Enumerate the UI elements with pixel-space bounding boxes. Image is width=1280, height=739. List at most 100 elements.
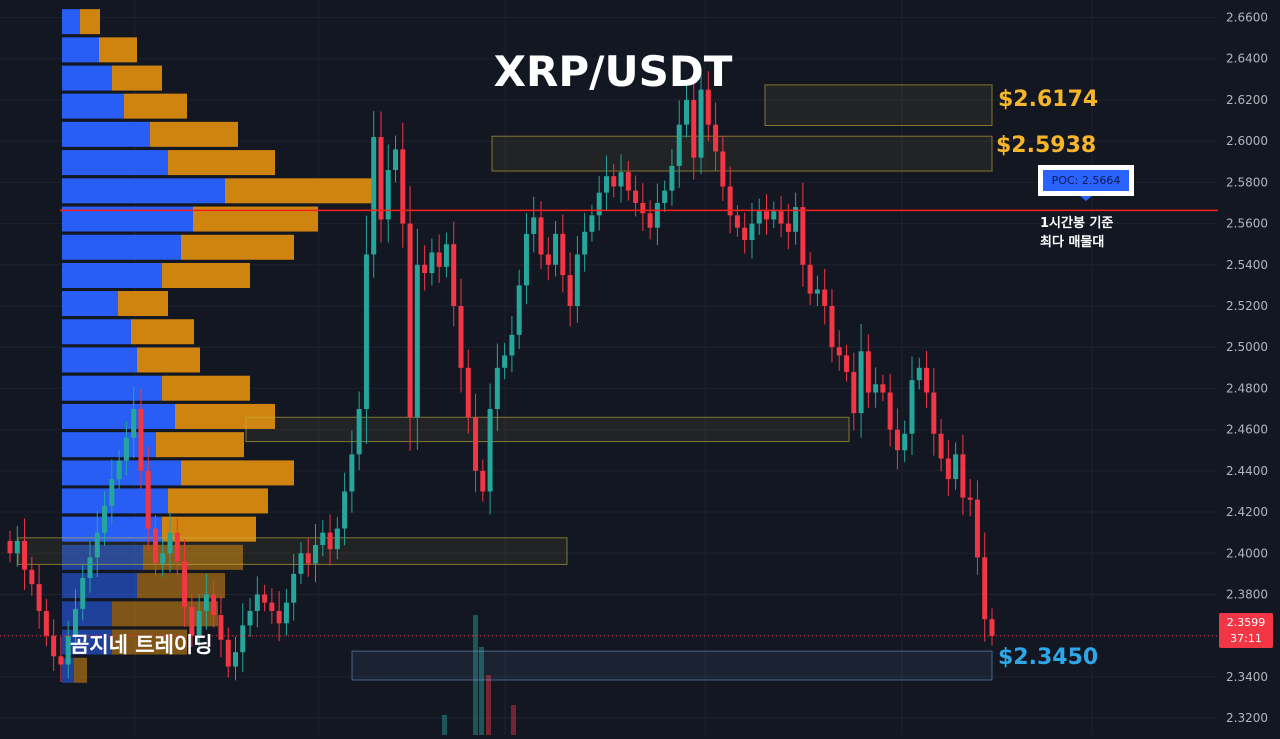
candle-body — [603, 176, 609, 193]
candle-body — [393, 149, 399, 170]
candle-body — [123, 437, 129, 461]
profile-bar-buy — [62, 9, 80, 35]
profile-bar-sell — [181, 460, 294, 486]
candle-body — [764, 211, 770, 220]
candle-body — [647, 213, 653, 228]
y-tick-label: 2.4000 — [1226, 546, 1268, 560]
y-tick-label: 2.6000 — [1226, 134, 1268, 148]
candle-body — [516, 285, 522, 335]
candle-body — [291, 573, 297, 603]
candle-body — [87, 557, 93, 578]
candle-body — [574, 254, 580, 306]
support-zone — [351, 650, 993, 681]
candle-body — [742, 227, 748, 241]
profile-bar-sell — [162, 375, 250, 401]
candle-body — [232, 652, 238, 667]
candle-body — [240, 625, 246, 653]
candle-body — [218, 615, 224, 640]
candle-body — [451, 244, 457, 306]
candle-body — [713, 124, 719, 152]
profile-bar-sell — [181, 234, 294, 260]
candle-body — [414, 264, 420, 418]
candle-body — [138, 409, 144, 471]
candle-body — [196, 610, 202, 636]
candle-body — [65, 635, 71, 665]
candle-body — [342, 491, 348, 529]
candle-body — [553, 233, 559, 265]
candle-body — [436, 252, 442, 267]
y-tick-label: 2.3200 — [1226, 711, 1268, 725]
candle-body — [982, 557, 988, 620]
candle-body — [705, 89, 711, 125]
candle-body — [51, 635, 57, 657]
candle-body — [182, 561, 188, 607]
candle-body — [109, 479, 115, 506]
last-price-countdown: 37:11 — [1230, 632, 1262, 645]
candle-body — [363, 254, 369, 410]
y-tick-label: 2.5800 — [1226, 175, 1268, 189]
candle-body — [785, 223, 791, 232]
y-tick-label: 2.4600 — [1226, 423, 1268, 437]
candle-body — [698, 89, 704, 158]
candle-body — [560, 233, 566, 276]
candle-body — [945, 458, 951, 480]
candle-body — [334, 528, 340, 550]
candle-body — [473, 417, 479, 471]
candle-body — [640, 202, 646, 214]
profile-bar-buy — [62, 601, 112, 627]
resistance-zone — [245, 416, 850, 443]
candle-body — [131, 409, 137, 438]
candle-body — [116, 460, 122, 480]
candle-body — [902, 433, 908, 451]
candle-body — [14, 540, 20, 554]
candle-body — [829, 305, 835, 348]
y-tick-label: 2.3400 — [1226, 670, 1268, 684]
candle-body — [94, 532, 100, 558]
candle-body — [974, 499, 980, 558]
candle-body — [43, 610, 49, 636]
y-tick-label: 2.6200 — [1226, 93, 1268, 107]
candle-body — [262, 594, 268, 603]
candle-body — [320, 532, 326, 546]
candle-body — [145, 470, 151, 529]
price-axis[interactable]: 2.32002.34002.36002.38002.40002.42002.44… — [1226, 11, 1268, 726]
candle-body — [756, 211, 762, 224]
candle-body — [7, 540, 13, 554]
watermark-label: 곰지네 트레이딩 — [70, 633, 213, 657]
profile-bar-sell — [168, 150, 275, 176]
candle-body — [822, 289, 828, 306]
profile-bar-sell — [112, 601, 218, 627]
candle-body — [494, 367, 500, 410]
candle-body — [356, 409, 362, 455]
candle-body — [880, 384, 886, 393]
profile-bar-sell — [156, 432, 244, 458]
profile-bar-sell — [74, 657, 87, 683]
candle-body — [654, 202, 660, 228]
candle-body — [596, 192, 602, 216]
y-tick-label: 2.4400 — [1226, 464, 1268, 478]
candle-body — [582, 231, 588, 255]
y-tick-label: 2.5600 — [1226, 217, 1268, 231]
candle-body — [523, 233, 529, 286]
profile-bar-sell — [112, 629, 187, 655]
candle-body — [633, 190, 639, 203]
candle-body — [771, 211, 777, 220]
last-price-box — [1219, 613, 1273, 648]
candle-body — [276, 610, 282, 624]
candle-body — [567, 275, 573, 306]
y-tick-label: 2.6600 — [1226, 11, 1268, 25]
profile-bar-sell — [162, 262, 250, 288]
zone-price-labels: $2.6174 $2.5938 $2.3450 — [996, 87, 1098, 670]
profile-bar-sell — [168, 488, 268, 514]
profile-bar-sell — [175, 403, 275, 429]
profile-bar-sell — [124, 93, 187, 119]
y-tick-label: 2.4200 — [1226, 505, 1268, 519]
candle-body — [545, 254, 551, 265]
candle-body — [683, 99, 689, 125]
candle-body — [283, 602, 289, 624]
volume-bar — [473, 615, 478, 735]
profile-bar-buy — [62, 375, 162, 401]
candle-body — [844, 355, 850, 372]
candle-body — [807, 264, 813, 294]
profile-bar-buy — [62, 121, 150, 147]
